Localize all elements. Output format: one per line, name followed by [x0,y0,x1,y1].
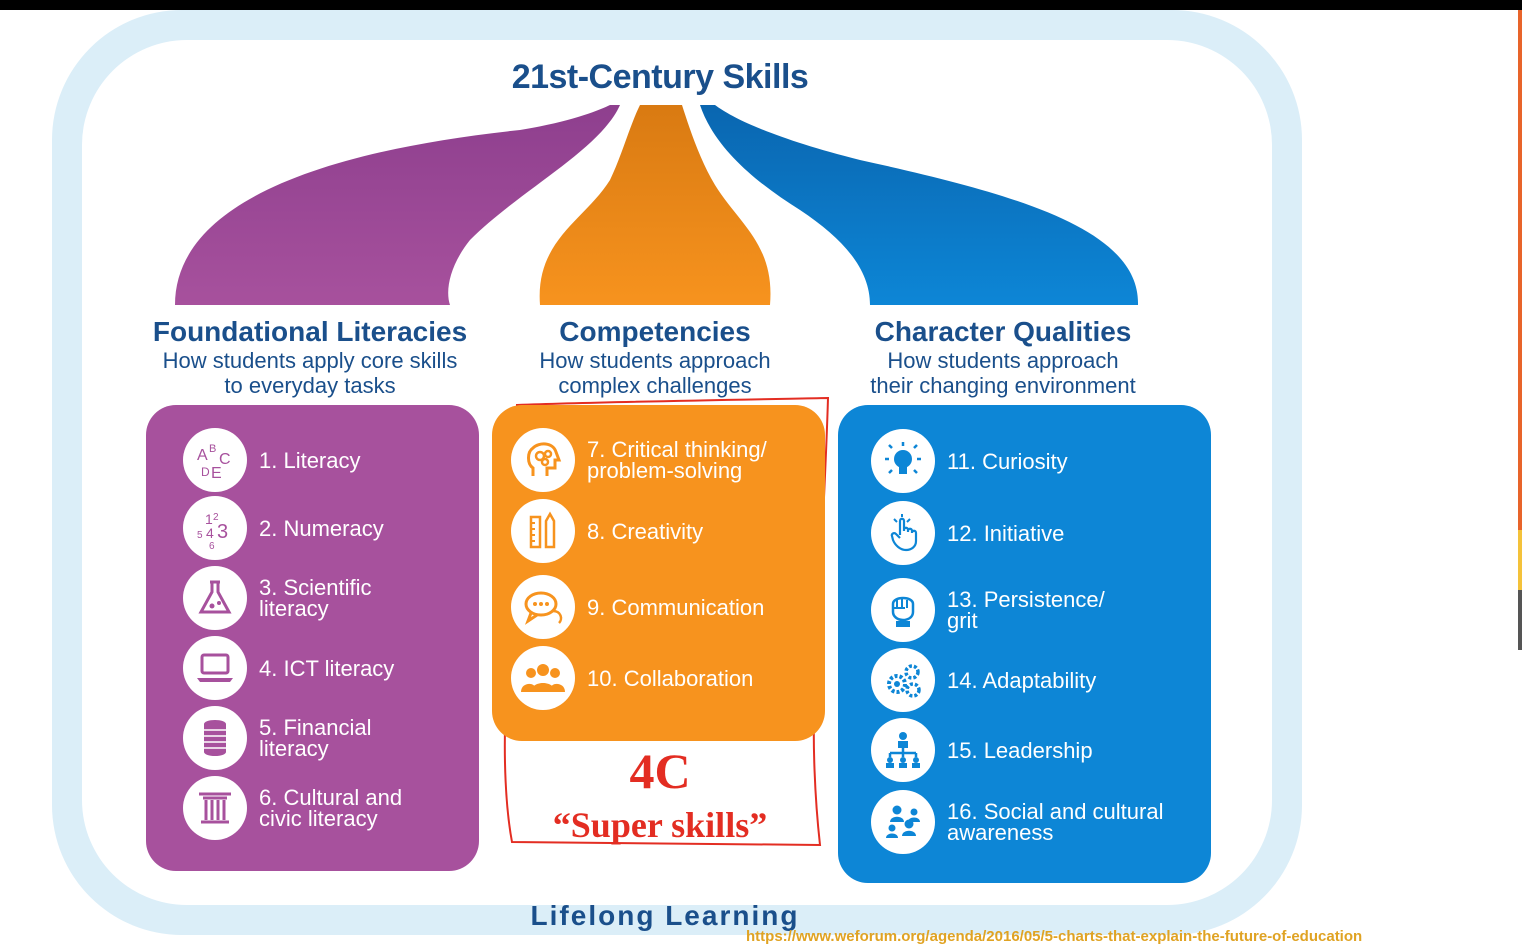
item-label: 5. Financial literacy [259,717,372,759]
item-label: 2. Numeracy [259,518,384,539]
item-label: 1. Literacy [259,450,361,471]
source-url-link[interactable]: https://www.weforum.org/agenda/2016/05/5… [746,928,1522,945]
list-item: 3. Scientific literacy [183,566,372,630]
list-item: 13. Persistence/ grit [871,578,1105,642]
annotation-super-skills: “Super skills” [500,804,820,846]
lightbulb-icon [871,429,935,493]
head-gears-icon [511,428,575,492]
item-label: 16. Social and cultural awareness [947,801,1163,843]
item-label: 14. Adaptability [947,670,1096,691]
column-heading: Foundational Literacies [130,316,490,348]
column-heading: Character Qualities [840,316,1166,348]
speech-bubbles-icon [511,575,575,639]
list-item: 8. Creativity [511,499,703,563]
svg-text:D: D [201,465,210,479]
item-label: 10. Collaboration [587,668,753,689]
svg-text:A: A [197,447,208,464]
column-subtitle: How students apply core skills to everyd… [130,348,490,398]
competencies-heading-block: Competencies How students approach compl… [500,316,810,398]
character-heading-block: Character Qualities How students approac… [840,316,1166,398]
list-item: 7. Critical thinking/ problem-solving [511,428,767,492]
svg-text:B: B [209,443,216,455]
fist-icon [871,578,935,642]
svg-text:4: 4 [206,525,214,541]
item-label: 6. Cultural and civic literacy [259,787,402,829]
column-subtitle: How students approach their changing env… [840,348,1166,398]
item-label: 9. Communication [587,597,764,618]
people-icon [511,646,575,710]
list-item: 12. Initiative [871,501,1064,565]
item-label: 4. ICT literacy [259,658,394,679]
annotation-4c: 4C [560,742,760,800]
list-item: 6. Cultural and civic literacy [183,776,402,840]
item-label: 7. Critical thinking/ problem-solving [587,439,767,481]
svg-text:6: 6 [209,541,215,550]
gears-icon [871,648,935,712]
coins-icon [183,706,247,770]
list-item: 4. ICT literacy [183,636,394,700]
column-icon [183,776,247,840]
list-item: 10. Collaboration [511,646,753,710]
list-item: 5. Financial literacy [183,706,372,770]
list-item: 14. Adaptability [871,648,1096,712]
item-label: 15. Leadership [947,740,1093,761]
flask-icon [183,566,247,630]
org-chart-icon [871,718,935,782]
pencil-ruler-icon [511,499,575,563]
pointing-hand-icon [871,501,935,565]
svg-text:5: 5 [197,530,203,541]
column-subtitle: How students approach complex challenges [500,348,810,398]
foundational-heading-block: Foundational Literacies How students app… [130,316,490,398]
list-item: 11. Curiosity [871,429,1068,493]
list-item: 16. Social and cultural awareness [871,790,1163,854]
list-item: 9. Communication [511,575,764,639]
item-label: 12. Initiative [947,523,1064,544]
list-item: 15. Leadership [871,718,1093,782]
item-label: 13. Persistence/ grit [947,589,1105,631]
laptop-icon [183,636,247,700]
svg-text:3: 3 [217,521,228,543]
item-label: 8. Creativity [587,521,703,542]
column-heading: Competencies [500,316,810,348]
svg-text:E: E [211,465,222,480]
diagram-title: 21st-Century Skills [400,58,920,97]
item-label: 11. Curiosity [947,451,1068,472]
item-label: 3. Scientific literacy [259,577,372,619]
group-icon [871,790,935,854]
